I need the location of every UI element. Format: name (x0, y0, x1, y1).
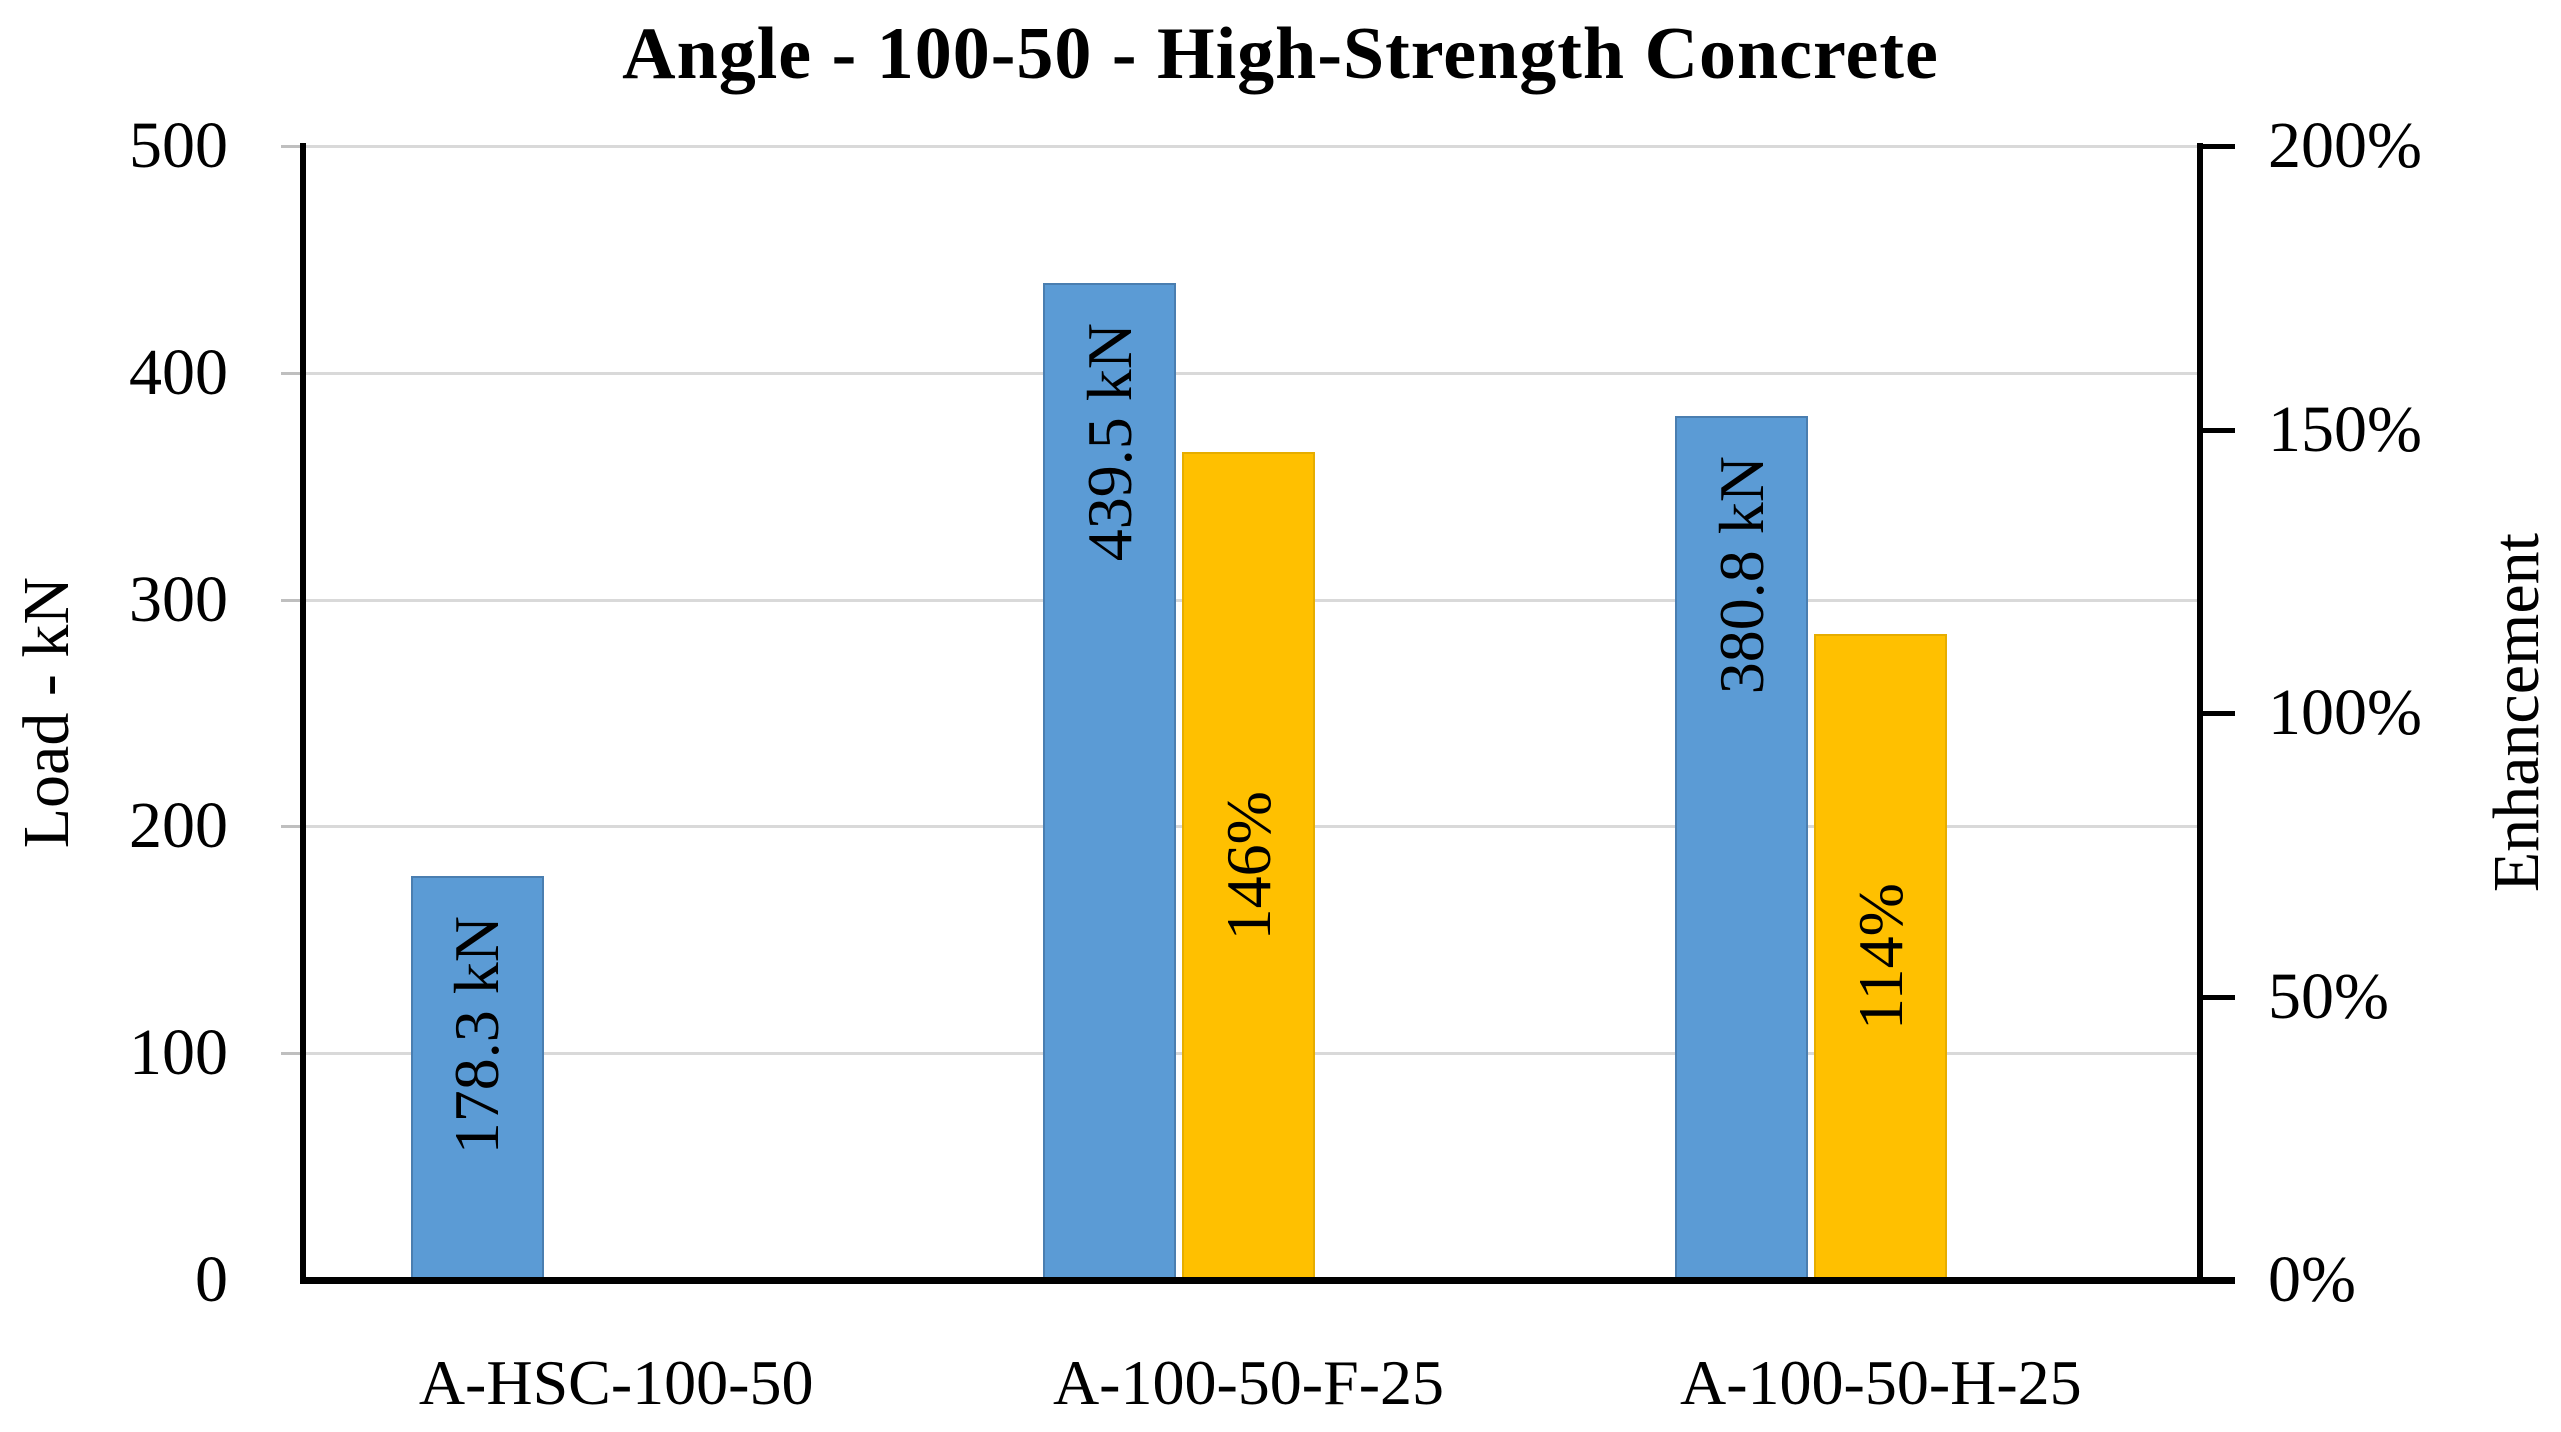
y2-axis-tick-label: 150% (2268, 392, 2422, 466)
category-label: A-100-50-F-25 (1052, 1347, 1445, 1418)
y2-axis-tick-label: 100% (2268, 676, 2422, 749)
bar-load (410, 875, 544, 1280)
y-axis-tick-label: 500 (129, 109, 228, 182)
right-axis-tick (2203, 427, 2235, 433)
y-axis-tick-label: 100 (129, 1016, 228, 1090)
right-axis-tick (2203, 144, 2235, 149)
bar-label-text: 178.3 kN (441, 915, 513, 1154)
category-label: A-HSC-100-50 (418, 1347, 814, 1418)
gridline (306, 145, 2197, 148)
bar-enhancement (1182, 452, 1315, 1280)
left-axis-title: Load - kN (4, 146, 90, 1280)
bar-label-text: 146% (1212, 791, 1284, 941)
bar-label: 439.5 kN (1043, 283, 1176, 1280)
left-axis-line (300, 143, 306, 1283)
y2-axis-tick-label: 0% (2268, 1243, 2356, 1316)
bar-enhancement (1814, 633, 1948, 1280)
right-axis-line (2197, 143, 2203, 1283)
bar-label: 146% (1182, 452, 1315, 1280)
y-axis-tick-label: 200 (129, 789, 228, 863)
y-axis-tick-label: 0 (195, 1243, 228, 1316)
left-axis-tick (281, 825, 300, 829)
bar-label-text: 380.8 kN (1705, 456, 1777, 695)
y-axis-tick-label: 400 (129, 335, 228, 409)
left-axis-tick (281, 1052, 300, 1056)
bar-label: 178.3 kN (411, 876, 544, 1280)
right-axis-tick (2203, 711, 2235, 716)
y2-axis-tick-label: 50% (2268, 959, 2389, 1033)
bar-label: 380.8 kN (1675, 416, 1808, 1280)
category-label: A-100-50-H-25 (1679, 1347, 2082, 1418)
x-axis-line (300, 1277, 2235, 1284)
right-axis-tick (2203, 994, 2235, 1000)
bar-label-text: 114% (1844, 883, 1916, 1031)
left-axis-tick (281, 598, 300, 602)
chart-title: Angle - 100-50 - High-Strength Concrete (622, 13, 1939, 95)
bar-load (1043, 283, 1176, 1280)
y2-axis-tick-label: 200% (2268, 109, 2422, 182)
left-axis-tick (281, 145, 300, 148)
bar-label-text: 439.5 kN (1073, 323, 1145, 562)
gridline (306, 371, 2197, 375)
y-axis-tick-label: 300 (129, 562, 228, 636)
left-axis-tick (281, 371, 300, 375)
bar-load (1675, 416, 1809, 1280)
bar-label: 114% (1814, 634, 1947, 1280)
